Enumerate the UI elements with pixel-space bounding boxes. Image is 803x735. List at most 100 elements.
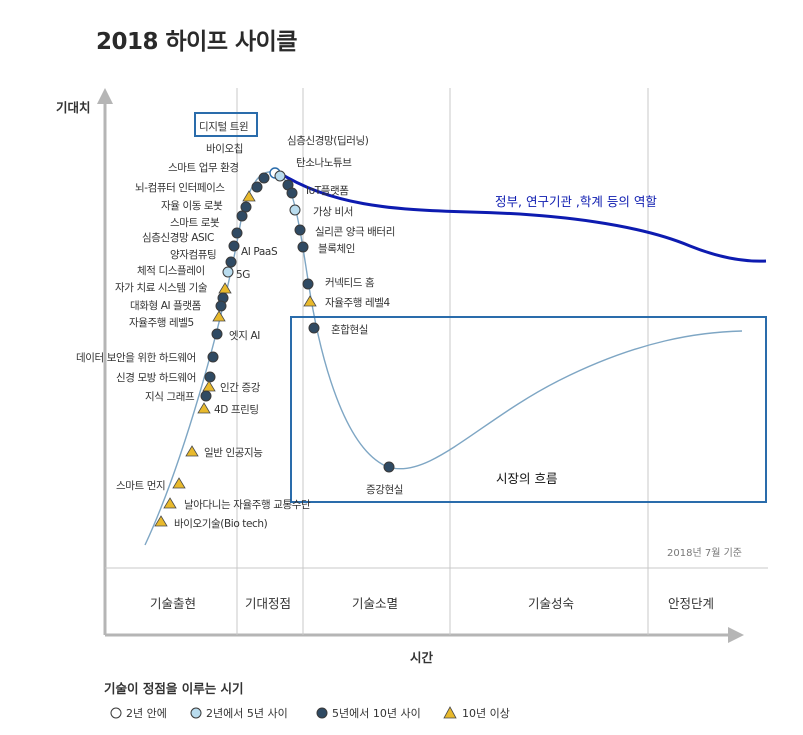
- marker-5to10: [211, 328, 223, 340]
- hype-curve: [144, 171, 743, 546]
- tech-item: 심층신경망(딥러닝): [274, 134, 369, 182]
- tech-label: 스마트 업무 환경: [168, 161, 239, 174]
- phase-plateau: 안정단계: [668, 596, 714, 611]
- tech-label: 일반 인공지능: [204, 446, 263, 459]
- marker-5to10: [200, 390, 212, 402]
- highlight-box: [194, 112, 258, 137]
- tech-item: 자율주행 레벨4: [303, 295, 391, 309]
- tech-label: 신경 모방 하드웨어: [116, 371, 196, 384]
- tech-label: 실리콘 양극 배터리: [315, 226, 395, 238]
- tech-label: 자율주행 레벨4: [325, 297, 390, 309]
- tech-label: 자율 이동 로봇: [161, 200, 223, 212]
- legend-marker-lt2: [110, 707, 122, 719]
- tech-label: 뇌-컴퓨터 인터페이스: [135, 182, 225, 194]
- tech-item: 신경 모방 하드웨어: [116, 371, 216, 384]
- marker-gt10: [197, 402, 211, 414]
- tech-item: 양자컴퓨팅: [170, 249, 237, 268]
- tech-label: 탄소나노튜브: [296, 157, 352, 169]
- phase-innovation-trigger: 기술출현: [150, 596, 196, 611]
- tech-label: 증강현실: [366, 484, 403, 496]
- tech-label: 스마트 로봇: [170, 217, 220, 229]
- tech-item: 엣지 AI: [211, 328, 261, 342]
- x-axis-label: 시간: [410, 650, 434, 665]
- tech-label: 가상 비서: [313, 206, 353, 218]
- tech-label: 바이오기술(Bio tech): [174, 518, 268, 530]
- tech-label: AI PaaS: [241, 246, 278, 258]
- legend: 기술이 정점을 이루는 시기 2년 안에 2년에서 5년 사이 5년에서 10년…: [104, 681, 510, 720]
- marker-5to10: [308, 322, 320, 334]
- tech-item: IoT플랫폼: [286, 185, 350, 199]
- page-title: 2018 하이프 사이클: [96, 29, 298, 55]
- technology-markers: 디지털 트윈 바이오칩 스마트 업무 환경 뇌-컴퓨터 인터페이스 자율 이동 …: [76, 120, 403, 530]
- tech-label: 4D 프린팅: [214, 404, 259, 416]
- tech-item: 바이오기술(Bio tech): [154, 515, 268, 530]
- tech-label: 스마트 먼지: [116, 480, 165, 492]
- y-axis-arrow-icon: [97, 88, 113, 104]
- tech-item: 혼합현실: [308, 322, 368, 336]
- tech-item: 4D 프린팅: [197, 402, 259, 416]
- marker-5to10: [215, 300, 227, 312]
- marker-5to10: [240, 201, 252, 213]
- marker-2to5: [289, 204, 301, 216]
- legend-marker-5to10: [316, 707, 328, 719]
- marker-2to5: [222, 266, 234, 278]
- tech-item: 자율 이동 로봇: [161, 200, 252, 213]
- tech-label: 심층신경망(딥러닝): [287, 134, 369, 147]
- tech-item: 일반 인공지능: [185, 445, 264, 459]
- tech-item: 인간 증강: [202, 380, 261, 394]
- tech-label: 5G: [236, 269, 250, 281]
- tech-label: 자율주행 레벨5: [129, 317, 194, 329]
- gov-role-line: [277, 170, 767, 263]
- marker-5to10: [258, 172, 270, 184]
- marker-gt10: [154, 515, 168, 527]
- tech-item: 가상 비서: [289, 204, 353, 218]
- tech-label: 데이터 보안을 위한 하드웨어: [76, 351, 196, 364]
- market-box: [290, 316, 767, 503]
- tech-label: 날아다니는 자율주행 교통수단: [184, 499, 311, 511]
- tech-label: 바이오칩: [206, 143, 243, 155]
- tech-label: 양자컴퓨팅: [170, 249, 216, 261]
- legend-label: 2년 안에: [126, 707, 167, 720]
- tech-item: 증강현실: [366, 461, 403, 496]
- legend-item: 2년에서 5년 사이: [190, 707, 288, 720]
- tech-item: 스마트 먼지: [116, 477, 186, 492]
- marker-gt10: [163, 497, 177, 509]
- tech-item: 커넥티드 홈: [302, 276, 375, 290]
- x-axis-arrow-icon: [728, 627, 744, 643]
- legend-label: 2년에서 5년 사이: [206, 707, 288, 720]
- tech-label: 지식 그래프: [145, 391, 195, 403]
- tech-label: 엣지 AI: [229, 330, 260, 342]
- market-annotation: 시장의 흐름: [496, 471, 557, 486]
- phase-trough: 기술소멸: [352, 596, 398, 611]
- legend-label: 10년 이상: [462, 707, 510, 720]
- marker-5to10: [228, 240, 240, 252]
- marker-5to10: [294, 224, 306, 236]
- marker-5to10: [302, 278, 314, 290]
- tech-item: 심층신경망 ASIC: [142, 227, 243, 244]
- tech-label: 블록체인: [318, 243, 355, 255]
- tech-label: 자가 치료 시스템 기술: [115, 282, 208, 294]
- tech-item: 자가 치료 시스템 기술: [115, 282, 229, 304]
- marker-gt10: [303, 295, 317, 307]
- tech-label: 디지털 트윈: [199, 120, 248, 133]
- marker-5to10: [251, 181, 263, 193]
- legend-title: 기술이 정점을 이루는 시기: [104, 681, 244, 696]
- y-axis-label: 기대치: [56, 100, 91, 115]
- marker-gt10: [242, 190, 256, 202]
- tech-item: 실리콘 양극 배터리: [294, 224, 395, 238]
- tech-item: 블록체인: [297, 241, 355, 255]
- marker-5to10: [286, 187, 298, 199]
- tech-item: 데이터 보안을 위한 하드웨어: [76, 351, 219, 364]
- tech-item: 스마트 로봇: [170, 210, 248, 229]
- tech-label: 인간 증강: [220, 382, 261, 394]
- tech-label: IoT플랫폼: [306, 185, 349, 197]
- tech-item: 스마트 업무 환경: [168, 161, 263, 193]
- tech-label: 대화형 AI 플랫폼: [130, 300, 202, 312]
- gov-role-annotation: 정부, 연구기관 ,학계 등의 역할: [495, 194, 657, 209]
- marker-gt10: [218, 282, 232, 294]
- legend-item: 10년 이상: [443, 706, 510, 720]
- phase-peak: 기대정점: [245, 596, 291, 611]
- tech-item: 탄소나노튜브: [282, 157, 353, 191]
- legend-label: 5년에서 10년 사이: [332, 707, 421, 720]
